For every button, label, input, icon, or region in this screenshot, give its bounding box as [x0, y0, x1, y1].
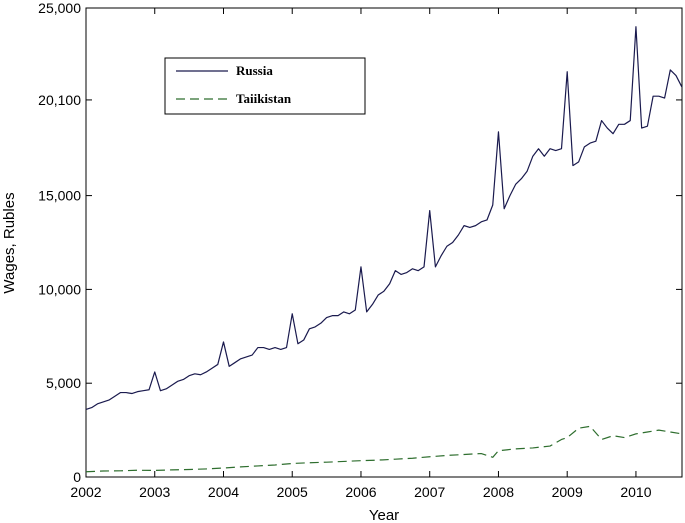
x-tick-label: 2006 [345, 484, 376, 500]
y-tick-label: 0 [73, 469, 81, 485]
x-axis-title: Year [369, 507, 399, 523]
y-tick-label: 10,000 [38, 281, 81, 297]
legend-tajikistan-label: Taiikistan [236, 91, 292, 106]
x-tick-label: 2003 [139, 484, 170, 500]
x-tick-label: 2008 [483, 484, 514, 500]
x-tick-label: 2004 [208, 484, 239, 500]
y-tick-label: 15,000 [38, 188, 81, 204]
x-tick-label: 2002 [70, 484, 101, 500]
y-tick-label: 25,000 [38, 0, 81, 16]
legend-russia-label: Russia [236, 63, 273, 78]
x-tick-label: 2005 [277, 484, 308, 500]
y-tick-label: 20,100 [38, 92, 81, 108]
y-tick-label: 5,000 [46, 375, 81, 391]
y-axis-title: Wages, Rubles [1, 192, 18, 293]
x-axis-ticks: 2002 2003 2004 2005 2006 2007 2008 2009 2010 [70, 8, 652, 500]
x-tick-label: 2007 [414, 484, 445, 500]
x-tick-label: 2010 [620, 484, 651, 500]
series-line-russia [85, 26, 683, 411]
legend-box [164, 57, 366, 115]
series-layer [85, 26, 683, 473]
series-line-tajikistan [85, 425, 682, 473]
y-axis-ticks: 0 5,000 10,000 15,000 20,100 25,000 [38, 0, 682, 485]
legend: Russia Taiikistan [164, 57, 366, 115]
x-tick-label: 2009 [552, 484, 583, 500]
